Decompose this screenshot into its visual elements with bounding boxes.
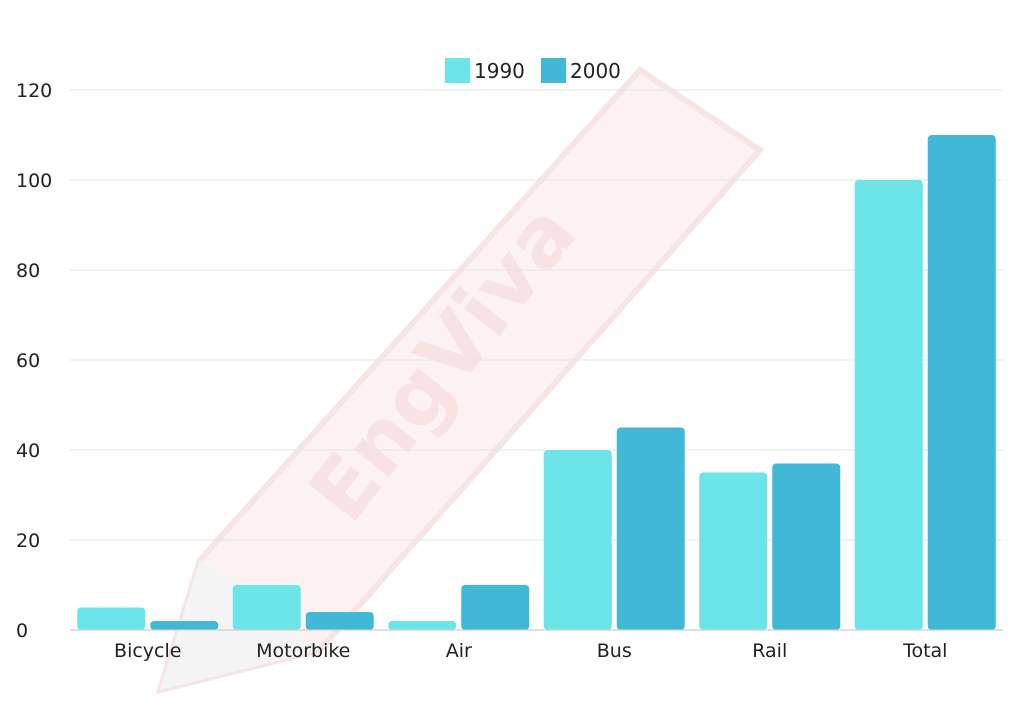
legend: 1990 2000 bbox=[445, 58, 621, 83]
y-tick-label: 80 bbox=[16, 260, 40, 282]
y-tick-label: 40 bbox=[16, 440, 40, 462]
legend-swatch-1990 bbox=[445, 58, 470, 83]
y-tick-label: 120 bbox=[16, 80, 52, 102]
legend-label-2000: 2000 bbox=[570, 59, 621, 83]
x-tick-label: Bicycle bbox=[114, 640, 181, 662]
bar-rail-2000 bbox=[772, 463, 841, 630]
bar-rail-1990 bbox=[699, 472, 768, 630]
legend-label-1990: 1990 bbox=[474, 59, 525, 83]
bar-air-1990 bbox=[388, 621, 457, 630]
y-axis-ticks: 0 20 40 60 80 100 120 bbox=[16, 80, 52, 642]
x-tick-label: Rail bbox=[752, 640, 787, 662]
y-tick-label: 100 bbox=[16, 170, 52, 192]
x-axis-ticks: Bicycle Motorbike Air Bus Rail Total bbox=[114, 640, 947, 662]
x-tick-label: Bus bbox=[597, 640, 632, 662]
bar-total-1990 bbox=[854, 180, 923, 630]
gridlines bbox=[70, 89, 1003, 541]
y-tick-label: 60 bbox=[16, 350, 40, 372]
bar-total-2000 bbox=[927, 135, 996, 630]
bars bbox=[77, 135, 996, 630]
y-tick-label: 0 bbox=[16, 620, 28, 642]
bar-bicycle-1990 bbox=[77, 607, 146, 630]
bar-motorbike-1990 bbox=[232, 585, 301, 630]
legend-swatch-2000 bbox=[541, 58, 566, 83]
bar-bus-2000 bbox=[616, 427, 685, 630]
x-tick-label: Total bbox=[902, 640, 947, 662]
x-tick-label: Motorbike bbox=[256, 640, 350, 662]
bar-bicycle-2000 bbox=[150, 621, 219, 630]
y-tick-label: 20 bbox=[16, 530, 40, 552]
bar-motorbike-2000 bbox=[305, 612, 374, 630]
bar-air-2000 bbox=[461, 585, 530, 630]
x-tick-label: Air bbox=[446, 640, 472, 662]
bar-bus-1990 bbox=[543, 450, 612, 630]
